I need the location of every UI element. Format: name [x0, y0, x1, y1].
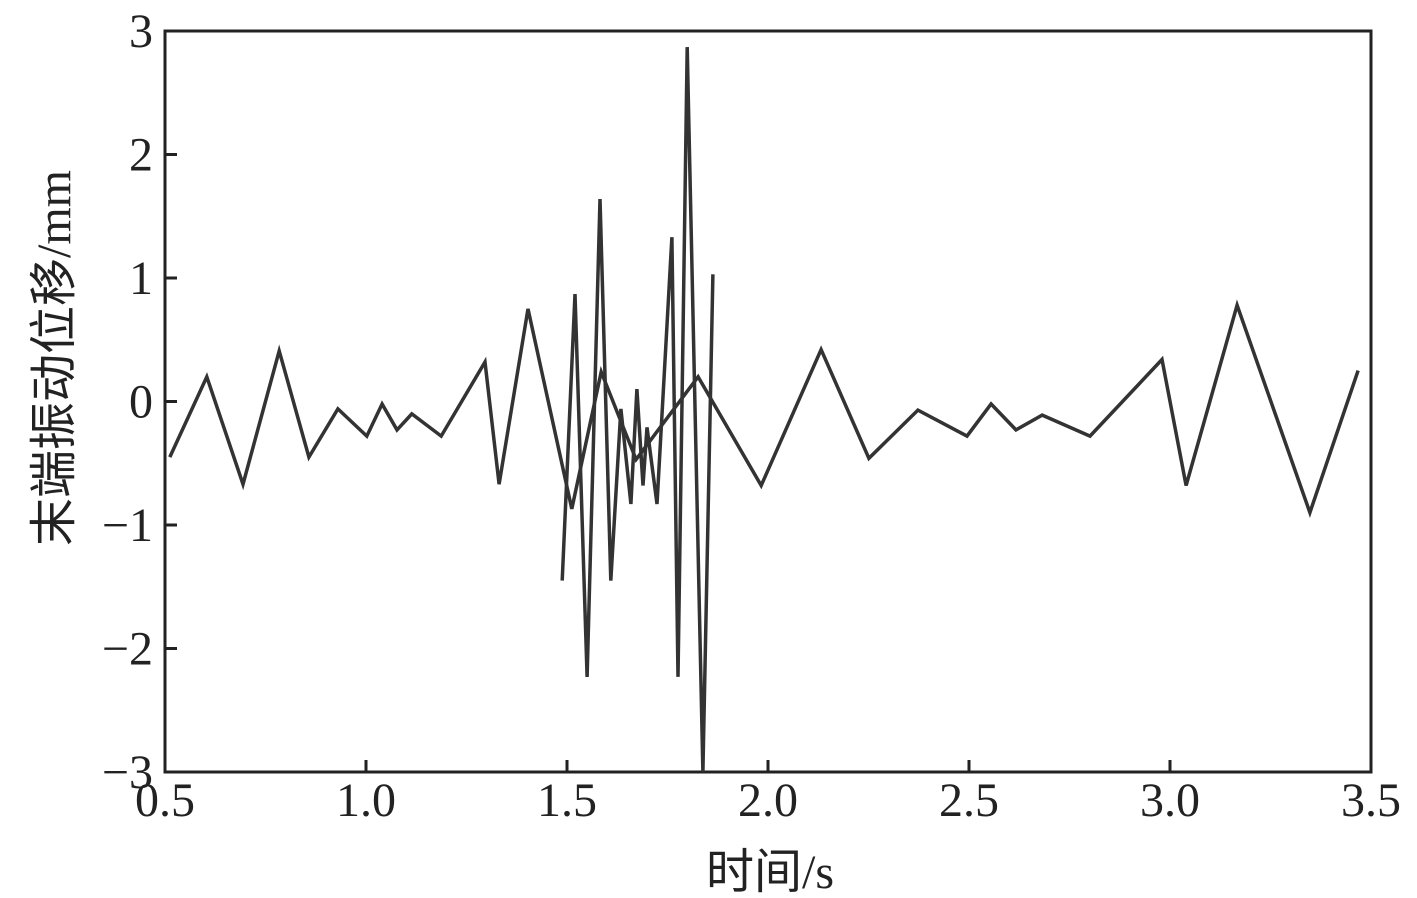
y-tick-label: 2 [129, 129, 153, 182]
data-line [560, 47, 715, 773]
x-tick-label: 3.0 [1140, 774, 1200, 827]
x-tick-label: 3.5 [1341, 774, 1401, 827]
y-tick-label: 0 [129, 376, 153, 429]
y-tick-label: 1 [129, 252, 153, 305]
y-tick-label: −3 [102, 746, 153, 799]
y-axis-label: 末端振动位移/mm [28, 170, 81, 546]
plot-frame [163, 29, 1373, 774]
x-tick-label: 1.0 [336, 774, 396, 827]
y-tick-label: 3 [129, 5, 153, 58]
x-tick-label: 0.5 [135, 774, 195, 827]
y-tick-label: −2 [102, 623, 153, 676]
y-tick-label: −1 [102, 499, 153, 552]
data-line [168, 299, 1360, 518]
x-axis-label: 时间/s [706, 846, 834, 898]
x-tick-label: 2.5 [939, 774, 999, 827]
x-tick-label: 2.0 [738, 774, 798, 827]
x-tick-label: 1.5 [537, 774, 597, 827]
